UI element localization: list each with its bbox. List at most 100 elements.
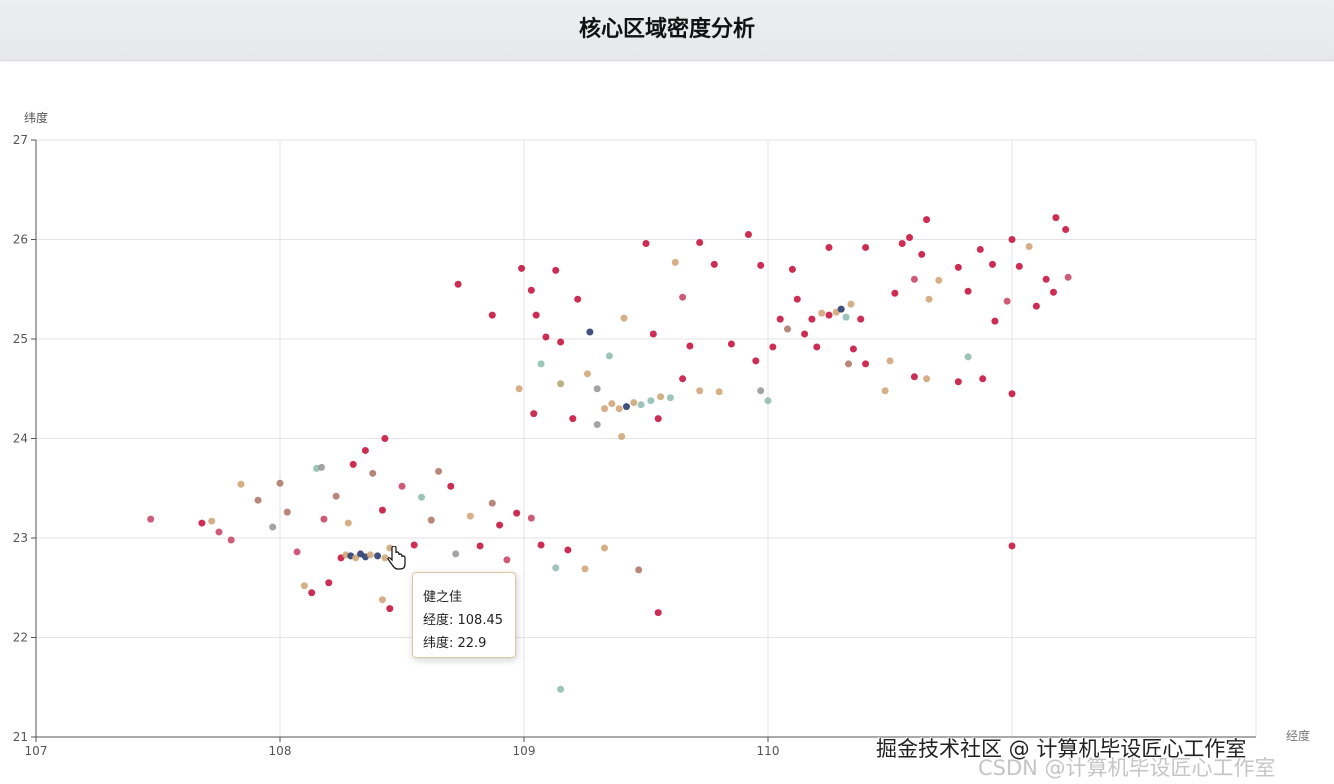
data-point[interactable] (620, 314, 628, 322)
data-point[interactable] (237, 480, 245, 488)
data-point[interactable] (647, 397, 655, 405)
data-point[interactable] (886, 357, 894, 365)
data-point[interactable] (381, 435, 389, 442)
data-point[interactable] (744, 231, 752, 239)
data-point[interactable] (630, 399, 638, 407)
data-point[interactable] (793, 295, 801, 303)
data-point[interactable] (964, 287, 972, 295)
data-point[interactable] (293, 548, 301, 556)
data-point[interactable] (269, 523, 277, 531)
data-point[interactable] (147, 515, 155, 523)
data-point[interactable] (557, 338, 565, 346)
data-point[interactable] (910, 373, 918, 381)
data-point[interactable] (466, 512, 474, 520)
data-point[interactable] (574, 295, 582, 303)
data-point[interactable] (564, 546, 572, 554)
data-point[interactable] (988, 260, 996, 268)
data-point[interactable] (935, 276, 943, 284)
data-point[interactable] (608, 400, 616, 408)
data-point[interactable] (857, 315, 865, 323)
data-point[interactable] (686, 342, 694, 350)
data-point[interactable] (605, 352, 613, 360)
data-point[interactable] (254, 496, 262, 504)
data-point[interactable] (583, 370, 591, 378)
data-point[interactable] (300, 582, 308, 590)
data-point[interactable] (715, 388, 723, 396)
data-point[interactable] (586, 328, 594, 336)
data-point[interactable] (552, 564, 560, 572)
data-point[interactable] (1064, 273, 1072, 281)
data-point[interactable] (679, 375, 687, 383)
data-point[interactable] (518, 264, 526, 272)
data-point[interactable] (381, 554, 389, 562)
data-point[interactable] (1042, 275, 1050, 283)
data-point[interactable] (654, 609, 662, 617)
data-point[interactable] (320, 515, 328, 523)
data-point[interactable] (308, 589, 316, 597)
data-point[interactable] (637, 401, 645, 409)
data-point[interactable] (352, 554, 360, 562)
data-point[interactable] (1015, 262, 1023, 270)
data-point[interactable] (801, 330, 809, 338)
data-point[interactable] (593, 385, 601, 393)
data-point[interactable] (515, 385, 523, 393)
data-point[interactable] (847, 300, 855, 308)
data-point[interactable] (671, 258, 679, 266)
data-point[interactable] (1008, 542, 1016, 550)
data-point[interactable] (374, 552, 382, 560)
data-point[interactable] (954, 378, 962, 386)
data-point[interactable] (991, 317, 999, 325)
data-point[interactable] (513, 509, 521, 517)
data-point[interactable] (923, 216, 931, 224)
data-point[interactable] (215, 528, 223, 536)
data-point[interactable] (622, 403, 630, 411)
data-point[interactable] (1052, 214, 1060, 222)
data-point[interactable] (454, 280, 462, 288)
data-point[interactable] (369, 469, 377, 477)
data-point[interactable] (862, 243, 870, 251)
data-point[interactable] (581, 565, 589, 573)
data-point[interactable] (1008, 390, 1016, 398)
data-point[interactable] (601, 405, 609, 413)
data-point[interactable] (954, 263, 962, 271)
data-point[interactable] (557, 685, 565, 693)
data-point[interactable] (825, 243, 833, 251)
data-point[interactable] (1032, 302, 1040, 310)
data-point[interactable] (452, 550, 460, 558)
data-point[interactable] (378, 506, 386, 514)
data-point[interactable] (654, 415, 662, 423)
data-point[interactable] (530, 410, 538, 418)
data-point[interactable] (727, 340, 735, 348)
data-point[interactable] (657, 393, 665, 401)
data-point[interactable] (696, 387, 704, 395)
data-point[interactable] (925, 295, 933, 303)
data-point[interactable] (813, 343, 821, 351)
data-point[interactable] (1008, 236, 1016, 243)
data-point[interactable] (398, 482, 406, 490)
data-point[interactable] (537, 541, 545, 549)
data-point[interactable] (910, 275, 918, 283)
data-point[interactable] (666, 394, 674, 402)
data-point[interactable] (418, 493, 426, 501)
data-point[interactable] (837, 305, 845, 313)
data-point[interactable] (618, 433, 626, 441)
data-point[interactable] (898, 239, 906, 247)
data-point[interactable] (862, 360, 870, 368)
data-point[interactable] (891, 289, 899, 297)
data-point[interactable] (427, 516, 435, 524)
data-point[interactable] (283, 508, 291, 516)
data-point[interactable] (757, 387, 765, 395)
data-point[interactable] (227, 536, 235, 544)
data-point[interactable] (344, 519, 352, 527)
data-point[interactable] (825, 311, 833, 319)
data-point[interactable] (784, 325, 792, 333)
data-point[interactable] (964, 353, 972, 361)
data-point[interactable] (649, 330, 657, 338)
data-point[interactable] (386, 605, 394, 613)
data-point[interactable] (710, 260, 718, 268)
data-point[interactable] (532, 311, 540, 319)
data-point[interactable] (488, 499, 496, 507)
data-point[interactable] (769, 343, 777, 351)
data-point[interactable] (332, 492, 340, 500)
